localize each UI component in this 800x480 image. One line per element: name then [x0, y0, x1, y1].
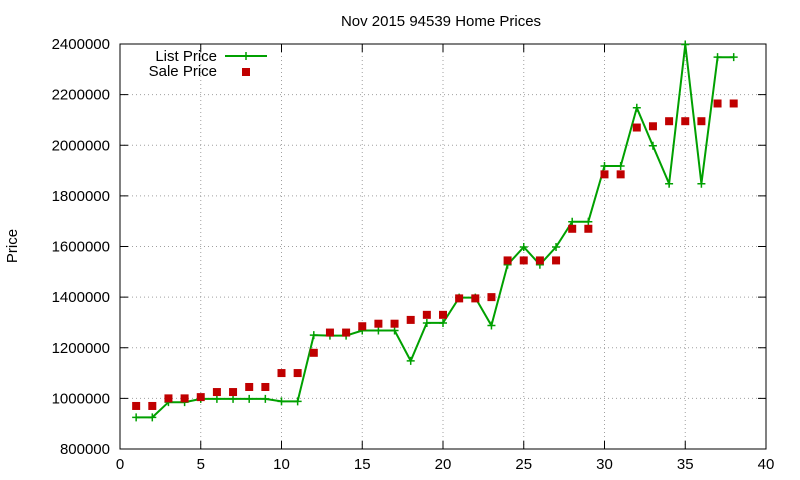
- sale-price-point: [164, 394, 173, 403]
- y-tick-label: 1800000: [52, 188, 110, 205]
- sale-price-point: [390, 319, 399, 328]
- list-price-point: [632, 103, 641, 112]
- list-price-point: [406, 356, 415, 365]
- list-price-point: [229, 394, 238, 403]
- y-tick-label: 2400000: [52, 36, 110, 53]
- sale-price-point: [277, 369, 286, 378]
- sale-price-point: [374, 319, 383, 328]
- list-price-point: [439, 318, 447, 327]
- list-price-point: [132, 413, 141, 422]
- sale-price-point: [632, 123, 641, 132]
- x-tick-label: 5: [197, 456, 205, 473]
- list-price-point: [600, 162, 609, 171]
- sale-price-point: [648, 122, 657, 131]
- sale-price-point: [471, 294, 480, 303]
- sale-price-point: [713, 99, 722, 108]
- list-price-point: [487, 321, 496, 330]
- sale-price-point: [729, 99, 738, 108]
- list-price-point: [390, 326, 399, 335]
- x-tick-label: 0: [116, 456, 124, 473]
- sale-price-point: [519, 256, 528, 265]
- list-price-point: [212, 394, 221, 403]
- list-price-point: [245, 394, 254, 403]
- x-tick-label: 35: [677, 456, 694, 473]
- list-price-point: [568, 217, 577, 226]
- sale-price-point: [406, 315, 415, 324]
- sale-price-point: [535, 256, 544, 265]
- sale-price-point: [309, 348, 318, 357]
- list-price-point: [681, 40, 690, 49]
- legend: List Price Sale Price: [149, 48, 267, 80]
- sale-price-point: [584, 224, 593, 233]
- data-series: [132, 40, 738, 422]
- y-tick-label: 2200000: [52, 87, 110, 104]
- list-price-point: [374, 326, 383, 335]
- sale-price-point: [422, 310, 431, 319]
- legend-label-sale-price: Sale Price: [149, 63, 217, 80]
- sale-price-point: [600, 170, 609, 179]
- sale-price-point: [681, 117, 690, 126]
- sale-price-point: [568, 224, 577, 233]
- y-tick-label: 1600000: [52, 239, 110, 256]
- sale-price-point: [358, 322, 367, 331]
- sale-price-point: [196, 393, 205, 402]
- sale-price-point: [245, 382, 254, 391]
- axis-ticks: 0 5 10 15 20 25 30 35 40 800000 1000000 1200000 1400…: [52, 36, 775, 473]
- sale-price-point: [455, 294, 464, 303]
- x-tick-label: 15: [354, 456, 371, 473]
- x-tick-label: 40: [758, 456, 775, 473]
- y-tick-label: 2000000: [52, 137, 110, 154]
- list-price-point: [309, 331, 318, 340]
- y-axis-label: Price: [4, 229, 21, 263]
- list-price-point: [261, 394, 270, 403]
- sale-price-point: [665, 117, 674, 126]
- list-price-point: [277, 397, 286, 406]
- y-tick-label: 1200000: [52, 340, 110, 357]
- sale-price-point: [439, 310, 447, 319]
- y-tick-label: 1000000: [52, 390, 110, 407]
- list-price-point: [584, 217, 593, 226]
- sale-price-point: [229, 388, 238, 397]
- sale-price-point: [616, 170, 625, 179]
- legend-swatch-sale-price: [242, 68, 250, 76]
- list-price-point: [648, 141, 657, 150]
- legend-label-list-price: List Price: [155, 48, 217, 65]
- sale-price-point: [503, 256, 512, 265]
- sale-price-point: [487, 293, 496, 302]
- y-tick-label: 800000: [60, 441, 110, 458]
- list-price-point: [422, 318, 431, 327]
- sale-price-point: [180, 394, 189, 403]
- list-price-point: [616, 162, 625, 171]
- sale-price-point: [132, 401, 141, 410]
- list-price-point: [148, 413, 157, 422]
- legend-marker-list-price: [242, 52, 250, 60]
- x-tick-label: 10: [273, 456, 290, 473]
- x-tick-label: 20: [435, 456, 452, 473]
- list-price-point: [293, 397, 302, 406]
- list-price-point: [729, 53, 738, 62]
- x-tick-label: 30: [596, 456, 613, 473]
- list-price-point: [697, 179, 706, 188]
- sale-price-point: [552, 256, 561, 265]
- list-price-point: [519, 243, 528, 252]
- list-price-line: [136, 44, 734, 419]
- sale-price-point: [148, 401, 157, 410]
- sale-price-point: [342, 328, 351, 337]
- sale-price-point: [697, 117, 706, 126]
- y-tick-label: 1400000: [52, 289, 110, 306]
- list-price-point: [552, 243, 561, 252]
- sale-price-point: [293, 369, 302, 378]
- list-price-point: [665, 179, 674, 188]
- list-price-point: [713, 53, 722, 62]
- chart-title: Nov 2015 94539 Home Prices: [341, 13, 541, 30]
- sale-price-point: [325, 328, 334, 337]
- x-tick-label: 25: [515, 456, 532, 473]
- sale-price-point: [261, 382, 270, 391]
- sale-price-point: [212, 388, 221, 397]
